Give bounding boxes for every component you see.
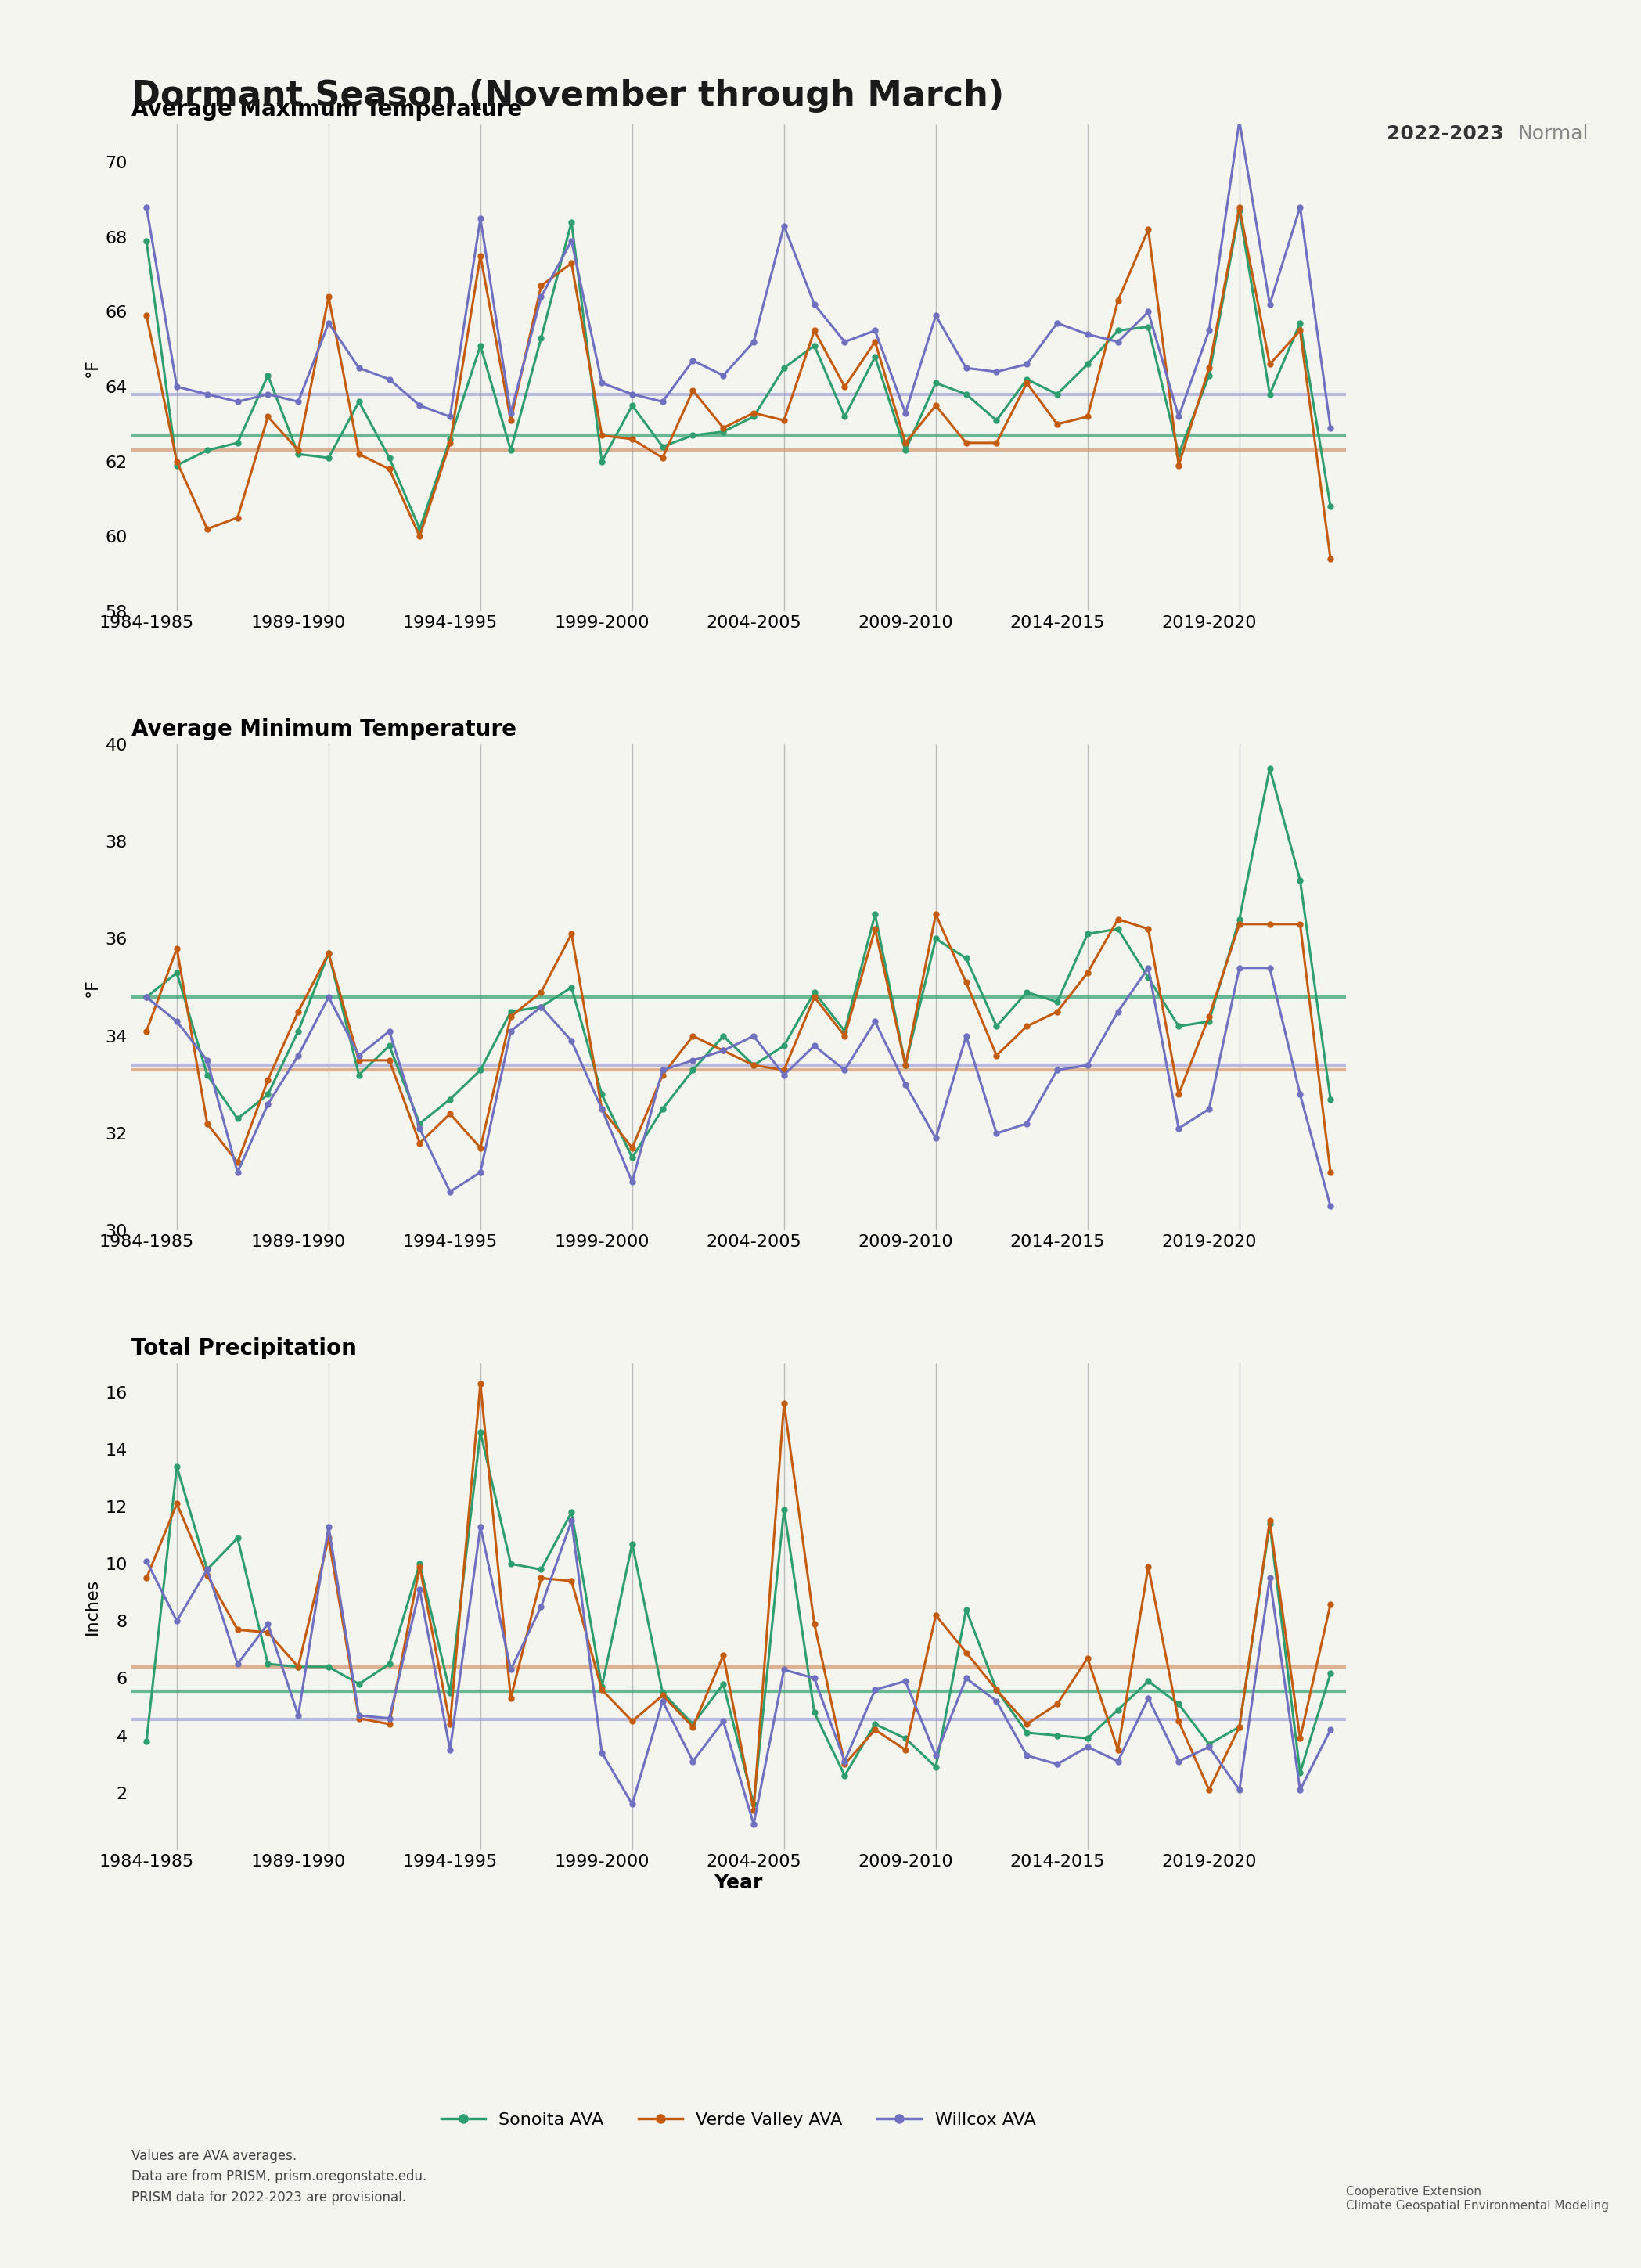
Legend: Sonoita AVA, Verde Valley AVA, Willcox AVA: Sonoita AVA, Verde Valley AVA, Willcox A… — [435, 2105, 1042, 2134]
Text: Average Maximum Temperature: Average Maximum Temperature — [131, 100, 522, 120]
Text: Dormant Season (November through March): Dormant Season (November through March) — [131, 79, 1004, 113]
X-axis label: Year: Year — [714, 1873, 763, 1892]
Text: Normal: Normal — [1518, 125, 1588, 143]
Text: Average Minimum Temperature: Average Minimum Temperature — [131, 719, 517, 739]
Y-axis label: °F: °F — [84, 978, 100, 996]
Y-axis label: Inches: Inches — [84, 1579, 100, 1635]
Text: Cooperative Extension
Climate Geospatial Environmental Modeling: Cooperative Extension Climate Geospatial… — [1346, 2186, 1608, 2211]
Y-axis label: °F: °F — [84, 358, 100, 376]
Text: Total Precipitation: Total Precipitation — [131, 1338, 356, 1359]
Text: Values are AVA averages.
Data are from PRISM, prism.oregonstate.edu.
PRISM data : Values are AVA averages. Data are from P… — [131, 2150, 427, 2204]
Text: 2022-2023: 2022-2023 — [1387, 125, 1503, 143]
